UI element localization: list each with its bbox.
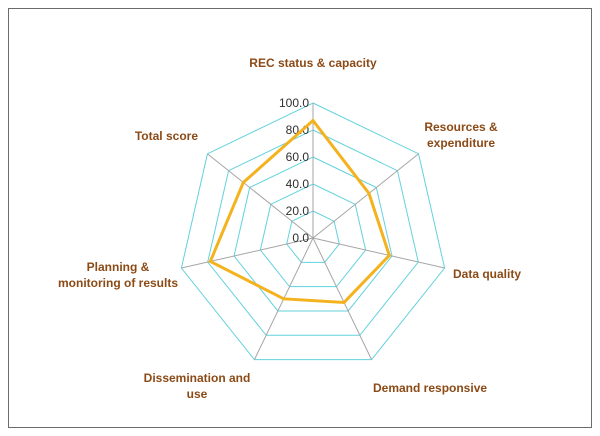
axis-spoke: [312, 237, 373, 360]
series-layer: [208, 118, 392, 305]
tick-label: 80.0: [286, 123, 310, 137]
category-label: Demand responsive: [373, 381, 487, 395]
category-label: Planning & monitoring of results: [58, 260, 178, 290]
category-label: REC status & capacity: [249, 56, 377, 70]
grid-layer: [180, 102, 446, 361]
axes-layer: [181, 103, 445, 360]
series-point: [367, 191, 371, 195]
series-point: [282, 297, 286, 301]
tick-label: 60.0: [286, 150, 310, 164]
axis-spoke: [207, 153, 314, 239]
series-line: [208, 118, 392, 305]
series-point: [342, 300, 346, 304]
tick-label: 20.0: [286, 204, 310, 218]
grid-ring-60: [233, 156, 393, 312]
chart-frame: [8, 8, 592, 428]
series-point: [208, 259, 212, 263]
tick-label: 100.0: [279, 96, 309, 110]
series-point: [311, 119, 315, 123]
category-label: Resources & expenditure: [424, 120, 498, 150]
tick-label: 0.0: [292, 231, 309, 245]
series-point: [387, 253, 391, 257]
tick-label: 40.0: [286, 177, 310, 191]
category-label: Data quality: [453, 267, 521, 281]
category-label: Total score: [135, 129, 198, 143]
grid-ring-80: [207, 129, 419, 336]
labels-layer: REC status & capacity Resources & expendit…: [58, 56, 521, 401]
ticks-layer: 0.0 20.0 40.0 60.0 80.0 100.0: [279, 96, 309, 245]
grid-ring-100: [180, 102, 446, 361]
category-label: Dissemination and use: [144, 371, 251, 401]
axis-spoke: [312, 153, 419, 239]
grid-ring-40: [259, 183, 367, 288]
axis-spoke: [312, 237, 445, 269]
axis-spoke: [181, 237, 314, 269]
grid-ring-20: [286, 210, 340, 263]
series-point: [241, 180, 245, 184]
